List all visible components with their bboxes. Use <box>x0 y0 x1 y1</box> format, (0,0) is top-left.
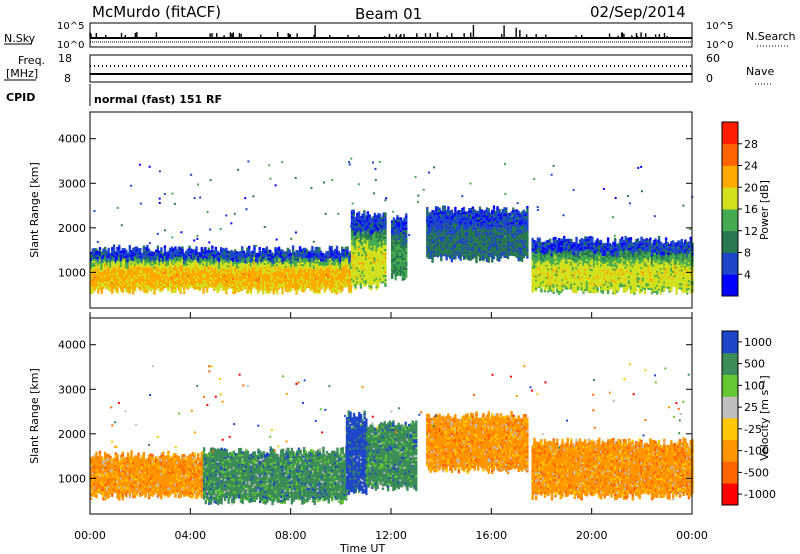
freq-top-tick: 18 <box>58 52 72 65</box>
power-cell <box>164 245 166 248</box>
nsky-bottom-tick: 10^0 <box>57 40 84 51</box>
power-cell <box>195 246 197 249</box>
power-cell <box>99 247 101 250</box>
power-cell <box>148 249 150 252</box>
power-cell <box>259 247 261 250</box>
power-cell <box>139 248 141 251</box>
radar-summary-plot: McMurdo (fitACF) Beam 01 02/Sep/2014 N.S… <box>0 0 800 554</box>
power-cell <box>125 250 127 253</box>
power-cell <box>181 246 183 249</box>
power-cell <box>113 244 115 247</box>
freq-panel: Freq. [MHz] 18 8 60 0 Nave <box>4 52 774 85</box>
power-cell <box>118 245 120 248</box>
freq-bottom-tick: 8 <box>64 72 71 85</box>
nave-bottom-tick: 0 <box>706 72 713 85</box>
power-cell <box>174 246 176 249</box>
cpid-text: normal (fast) 151 RF <box>94 93 222 106</box>
power-cell <box>269 250 271 253</box>
power-cell <box>95 248 97 251</box>
power-cell <box>393 217 395 220</box>
power-cell <box>188 246 190 249</box>
power-cell <box>358 211 360 214</box>
power-cell <box>451 210 453 213</box>
power-cell <box>288 249 290 252</box>
power-cell <box>215 247 217 250</box>
freq-frame <box>90 55 692 82</box>
power-cells <box>90 158 694 295</box>
date-title: 02/Sep/2014 <box>590 3 686 21</box>
power-cell <box>208 248 210 251</box>
power-cell <box>157 245 159 248</box>
power-cell <box>266 246 268 249</box>
nsky-top-tick: 10^5 <box>57 21 84 32</box>
power-cell <box>241 246 243 249</box>
power-cell <box>463 209 465 212</box>
power-cell <box>129 245 131 248</box>
power-cell <box>367 211 369 214</box>
power-cell <box>299 246 301 249</box>
power-cell <box>447 206 449 209</box>
beam-title: Beam 01 <box>355 5 422 23</box>
power-cell <box>108 248 110 251</box>
power-cell <box>346 246 348 249</box>
freq-label-line1: Freq. <box>18 54 45 67</box>
station-title: McMurdo (fitACF) <box>92 3 221 21</box>
power-cell <box>248 246 250 249</box>
power-cell <box>374 213 376 216</box>
power-cell <box>320 251 322 254</box>
power-cell <box>405 213 407 216</box>
power-cell <box>444 206 446 209</box>
nave-top-tick: 60 <box>706 52 720 65</box>
power-cell <box>318 247 320 250</box>
power-cell <box>438 208 440 211</box>
nsky-panel: N.Sky 10^5 10^0 10^5 10^0 N.Search <box>4 21 796 51</box>
power-cell <box>472 206 474 209</box>
power-cell <box>341 247 343 250</box>
power-cell <box>311 246 313 249</box>
power-cell <box>204 247 206 250</box>
power-cell <box>336 246 338 249</box>
power-cell <box>104 247 106 250</box>
power-cell <box>211 245 213 248</box>
power-cell <box>353 209 355 212</box>
nsearch-bottom-tick: 10^0 <box>706 40 733 51</box>
power-cell <box>454 207 456 210</box>
power-cell <box>363 210 365 213</box>
power-cell <box>306 249 308 252</box>
power-cell <box>384 212 386 215</box>
nsky-spikes <box>90 25 667 38</box>
power-cell <box>146 245 148 248</box>
power-cell <box>426 207 428 210</box>
nsky-frame <box>90 23 692 47</box>
power-cell <box>379 214 381 217</box>
cpid-label: CPID <box>6 91 35 104</box>
nsearch-label: N.Search <box>746 30 796 43</box>
power-cell <box>331 246 333 249</box>
power-cell <box>160 247 162 250</box>
power-cell <box>292 245 294 248</box>
freq-label-line2: [MHz] <box>6 67 38 80</box>
power-cell <box>368 214 370 217</box>
power-cell <box>225 248 227 251</box>
power-cell <box>278 247 280 250</box>
nsky-label: N.Sky <box>4 32 36 45</box>
power-cell <box>400 217 402 220</box>
power-cell <box>479 207 481 210</box>
nave-label: Nave <box>746 65 774 78</box>
nsearch-top-tick: 10^5 <box>706 21 733 32</box>
